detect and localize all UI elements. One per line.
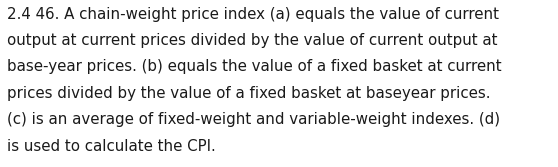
Text: is used to calculate the CPI.: is used to calculate the CPI. [7, 139, 216, 154]
Text: base-year prices. (b) equals the value of a fixed basket at current: base-year prices. (b) equals the value o… [7, 59, 502, 74]
Text: output at current prices divided by the value of current output at: output at current prices divided by the … [7, 33, 498, 48]
Text: prices divided by the value of a fixed basket at baseyear prices.: prices divided by the value of a fixed b… [7, 86, 490, 101]
Text: 2.4 46. A chain-weight price index (a) equals the value of current: 2.4 46. A chain-weight price index (a) e… [7, 7, 499, 22]
Text: (c) is an average of fixed-weight and variable-weight indexes. (d): (c) is an average of fixed-weight and va… [7, 112, 501, 127]
